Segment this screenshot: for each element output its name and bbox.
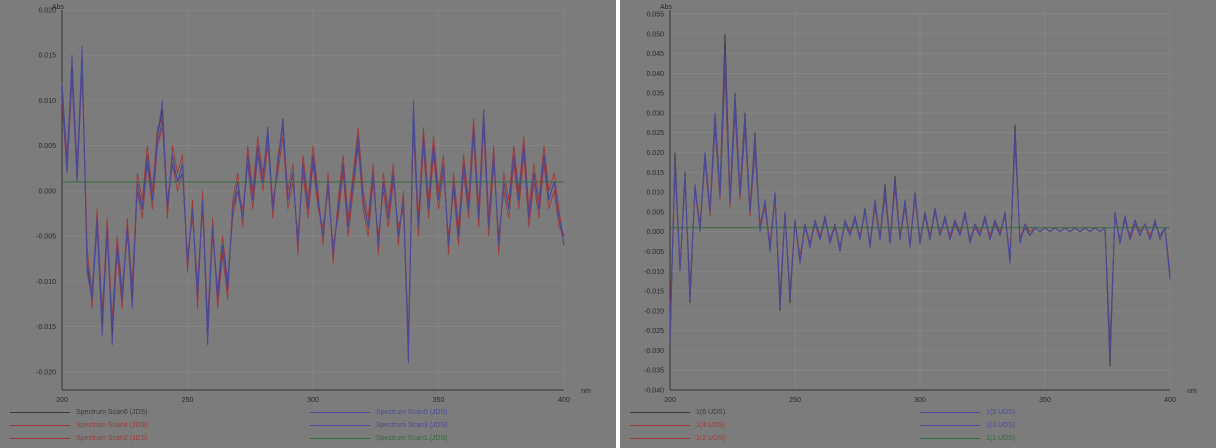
left-xtick-label: 200	[56, 397, 68, 404]
right-xtick-label: 300	[914, 397, 926, 404]
left-legend-label: Spectrum Scan5 (JDS)	[376, 409, 448, 416]
right-ytick-label: 0.015	[646, 170, 664, 177]
right-ytick-label: 0.045	[646, 51, 664, 58]
left-ytick-label: 0.015	[38, 53, 56, 60]
left-chart-legend: Spectrum Scan6 (JDS) Spectrum Scan4 (JDS)…	[0, 406, 616, 448]
right-legend-swatch	[920, 412, 980, 413]
left-ytick-label: 0.005	[38, 143, 56, 150]
right-ytick-label: -0.010	[644, 269, 664, 276]
right-xlabel: nm	[1187, 388, 1197, 395]
right-legend-label: 1(4 UDS)	[696, 422, 726, 429]
left-legend-item: Spectrum Scan2 (JDS)	[10, 432, 180, 445]
left-legend-item: Spectrum Scan3 (JDS)	[310, 419, 480, 432]
left-legend-label: Spectrum Scan1 (JDS)	[376, 435, 448, 442]
left-ytick-label: 0.020	[38, 8, 56, 15]
left-legend-swatch	[10, 412, 70, 413]
right-ylabel: Abs	[660, 4, 673, 11]
right-chart-svg: 0.055 0.050 0.045 0.040 0.035 0.030 0.025 0.020…	[644, 4, 1197, 404]
left-legend-label: Spectrum Scan3 (JDS)	[376, 422, 448, 429]
right-legend-item: 1(1 UDS)	[920, 432, 1090, 445]
right-legend-label: 1(5 UDS)	[986, 409, 1016, 416]
left-legend-swatch	[10, 438, 70, 439]
right-ytick-label: -0.030	[644, 348, 664, 355]
right-xtick-label: 200	[664, 397, 676, 404]
right-legend-item: 1(5 UDS)	[920, 406, 1090, 419]
right-ytick-label: -0.035	[644, 368, 664, 375]
panel-divider	[616, 0, 620, 448]
left-legend-item: Spectrum Scan5 (JDS)	[310, 406, 480, 419]
right-ytick-label: 0.005	[646, 209, 664, 216]
right-ytick-label: 0.050	[646, 31, 664, 38]
right-ytick-label: -0.015	[644, 289, 664, 296]
left-series-line-5	[61, 63, 565, 346]
left-ytick-label: -0.010	[36, 279, 56, 286]
right-ytick-label: 0.010	[646, 190, 664, 197]
left-ytick-label: -0.015	[36, 324, 56, 331]
right-legend-label: 1(6 UDS)	[696, 409, 726, 416]
right-ytick-label: 0.025	[646, 130, 664, 137]
right-chart-legend: 1(6 UDS) 1(4 UDS) 1(2 UDS) 1(5 UDS) 1(3 UDS)…	[620, 406, 1216, 448]
left-legend-swatch	[310, 438, 370, 439]
right-legend-swatch	[630, 425, 690, 426]
left-legend-swatch	[310, 425, 370, 426]
right-ytick-label: 0.040	[646, 71, 664, 78]
right-legend-label: 1(3 UDS)	[986, 422, 1016, 429]
right-legend-label: 1(1 UDS)	[986, 435, 1016, 442]
right-legend-item: 1(2 UDS)	[630, 432, 800, 445]
left-ytick-label: -0.005	[36, 234, 56, 241]
left-legend-item: Spectrum Scan1 (JDS)	[310, 432, 480, 445]
right-legend-label: 1(2 UDS)	[696, 435, 726, 442]
left-ytick-label: 0.010	[38, 98, 56, 105]
left-ylabel: Abs	[52, 4, 65, 11]
left-legend-swatch	[310, 412, 370, 413]
right-ytick-label: -0.025	[644, 328, 664, 335]
left-ytick-label: -0.020	[36, 369, 56, 376]
right-legend-swatch	[920, 425, 980, 426]
right-xtick-label: 350	[1039, 397, 1051, 404]
right-xtick-label: 250	[789, 397, 801, 404]
right-legend-swatch	[920, 438, 980, 439]
left-xlabel: nm	[581, 388, 591, 395]
right-chart-panel: 0.055 0.050 0.045 0.040 0.035 0.030 0.025 0.020…	[620, 0, 1216, 448]
right-legend-swatch	[630, 438, 690, 439]
right-ytick-label: 0.055	[646, 11, 664, 18]
left-legend-label: Spectrum Scan4 (JDS)	[76, 422, 148, 429]
right-ytick-label: 0.020	[646, 150, 664, 157]
right-ytick-label: 0.000	[646, 229, 664, 236]
right-xtick-label: 400	[1164, 397, 1176, 404]
right-series-line-5	[669, 61, 1171, 347]
right-legend-item: 1(6 UDS)	[630, 406, 800, 419]
right-ytick-label: 0.030	[646, 110, 664, 117]
right-legend-swatch	[630, 412, 690, 413]
left-legend-swatch	[10, 425, 70, 426]
left-xtick-label: 350	[433, 397, 445, 404]
left-xtick-label: 300	[307, 397, 319, 404]
left-ytick-label: 0.000	[38, 188, 56, 195]
right-legend-item: 1(3 UDS)	[920, 419, 1090, 432]
right-ytick-label: -0.020	[644, 308, 664, 315]
left-legend-label: Spectrum Scan2 (JDS)	[76, 435, 148, 442]
left-chart-panel: 0.020 0.015 0.010 0.005 0.000 -0.005 -0.010 -0.…	[0, 0, 616, 448]
left-xtick-label: 250	[182, 397, 194, 404]
left-legend-item: Spectrum Scan6 (JDS)	[10, 406, 180, 419]
right-ytick-label: -0.005	[644, 249, 664, 256]
right-legend-item: 1(4 UDS)	[630, 419, 800, 432]
left-chart-svg: 0.020 0.015 0.010 0.005 0.000 -0.005 -0.010 -0.…	[36, 4, 591, 404]
left-legend-item: Spectrum Scan4 (JDS)	[10, 419, 180, 432]
right-ytick-label: 0.035	[646, 91, 664, 98]
right-ytick-label: -0.040	[644, 388, 664, 395]
left-xtick-label: 400	[558, 397, 570, 404]
left-legend-label: Spectrum Scan6 (JDS)	[76, 409, 148, 416]
